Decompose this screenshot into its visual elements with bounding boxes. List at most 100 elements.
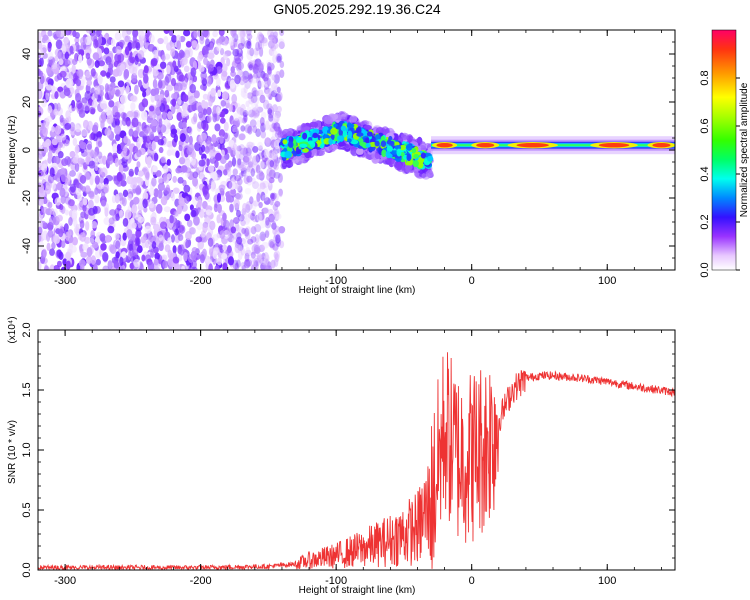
heatmap-cell xyxy=(39,125,47,135)
heatmap-cell xyxy=(214,159,219,169)
heatmap-cell xyxy=(151,177,157,187)
heatmap-cell xyxy=(249,47,255,57)
heatmap-cell xyxy=(342,129,348,138)
heatmap-cell xyxy=(38,160,42,170)
heatmap-cell xyxy=(263,120,270,130)
heatmap-cell xyxy=(275,70,281,80)
heatmap-cell xyxy=(178,156,186,165)
heatmap-cell xyxy=(90,108,96,115)
heatmap-cell xyxy=(299,143,308,148)
snr-ticks: -300 -200 -100 0 100 0.0 0.5 1.0 1.5 2.0 xyxy=(21,322,675,587)
heatmap-cell xyxy=(257,80,262,90)
heatmap-cell xyxy=(208,50,215,58)
heatmap-cell xyxy=(260,219,266,229)
heatmap-cell xyxy=(75,92,82,103)
heatmap-cell xyxy=(121,197,127,207)
heatmap-cell xyxy=(254,260,259,268)
heatmap-cell xyxy=(251,164,259,173)
heatmap-cell xyxy=(231,118,239,127)
heatmap-cell xyxy=(255,35,262,43)
heatmap-cell xyxy=(213,247,219,255)
heatmap-cell xyxy=(406,153,412,162)
heatmap-cell xyxy=(74,162,80,173)
heatmap-cell xyxy=(69,170,76,177)
heatmap-cell xyxy=(205,38,210,48)
heatmap-cell xyxy=(115,251,120,259)
heatmap-cell xyxy=(69,121,76,132)
heatmap-cell xyxy=(257,31,264,41)
heatmap-cell xyxy=(267,87,272,95)
heatmap-cell xyxy=(259,94,266,104)
heatmap-cell xyxy=(263,99,270,110)
heatmap-cell xyxy=(127,193,133,201)
heatmap-cell xyxy=(274,200,281,208)
heatmap-cell xyxy=(229,188,237,196)
heatmap-cell xyxy=(241,227,247,235)
heatmap-cell xyxy=(197,105,204,114)
heatmap-cell xyxy=(340,125,347,132)
heatmap-cell xyxy=(269,75,276,83)
heatmap-cell xyxy=(39,75,45,85)
heatmap-cell xyxy=(258,244,265,252)
heatmap-cell xyxy=(115,213,121,221)
heatmap-cell xyxy=(159,221,168,230)
heatmap-cell xyxy=(102,265,110,270)
heatmap-cell xyxy=(74,145,80,154)
heatmap-cell xyxy=(220,149,225,157)
heatmap-cell xyxy=(238,133,246,141)
heatmap-cell xyxy=(90,68,96,77)
heatmap-cell xyxy=(252,181,260,189)
heatmap-cell xyxy=(223,132,229,140)
heatmap-cell xyxy=(177,234,184,242)
heatmap-cell xyxy=(324,115,333,125)
heatmap-cell xyxy=(230,226,237,234)
heatmap-cell xyxy=(59,204,64,211)
heatmap-cell xyxy=(258,80,265,88)
heatmap-cell xyxy=(195,236,203,243)
heatmap-cell xyxy=(206,106,212,116)
heatmap-cell xyxy=(178,196,186,207)
snr-xlabel: Height of straight line (km) xyxy=(299,585,416,596)
heatmap-cell xyxy=(93,79,100,88)
heatmap-cell xyxy=(425,169,434,177)
heatmap-cell xyxy=(41,163,48,173)
heatmap-cell xyxy=(38,119,42,129)
heatmap-cell xyxy=(259,231,266,242)
heatmap-cell xyxy=(237,61,245,71)
heatmap-cell xyxy=(380,140,387,148)
heatmap-cell xyxy=(38,183,45,194)
heatmap-cell xyxy=(45,91,50,101)
heatmap-cell xyxy=(231,125,239,133)
heatmap-cell xyxy=(72,58,78,65)
heatmap-cell xyxy=(177,176,184,184)
heatmap-cell xyxy=(239,108,245,116)
heatmap-cell xyxy=(281,161,288,170)
heatmap-cell xyxy=(246,30,252,37)
heatmap-cell xyxy=(95,131,103,138)
heatmap-cell xyxy=(255,154,261,163)
heatmap-cell xyxy=(151,119,158,127)
heatmap-cell xyxy=(183,30,191,37)
heatmap-cell xyxy=(190,209,197,218)
heatmap-cell xyxy=(152,49,159,59)
heatmap-cell xyxy=(244,227,250,237)
heatmap-cell xyxy=(233,216,240,225)
heatmap-cell xyxy=(91,100,98,108)
heatmap-cell xyxy=(233,198,240,209)
heatmap-cell xyxy=(109,244,117,255)
heatmap-cell xyxy=(108,100,115,108)
spectrogram-image xyxy=(38,30,675,270)
heatmap-cell xyxy=(178,224,186,234)
heatmap-cell xyxy=(347,130,353,139)
heatmap-cell xyxy=(122,112,128,122)
heatmap-cell xyxy=(103,183,110,194)
heatmap-cell xyxy=(172,60,177,69)
heatmap-cell xyxy=(102,113,107,122)
heatmap-cell xyxy=(243,169,251,177)
heatmap-cell xyxy=(97,60,106,67)
heatmap-cell xyxy=(242,202,248,213)
heatmap-cell xyxy=(124,209,132,219)
heatmap-cell xyxy=(45,84,53,91)
heatmap-cell xyxy=(126,30,132,35)
heatmap-cell xyxy=(246,106,253,115)
